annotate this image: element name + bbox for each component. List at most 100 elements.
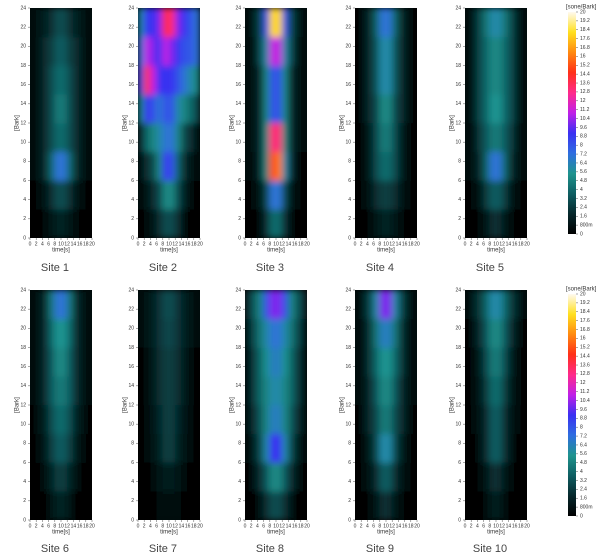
- heatmap-cell: [398, 151, 405, 181]
- heatmap-cell: [156, 433, 164, 463]
- y-tick-label: 12: [235, 120, 241, 126]
- panel: 0 2 4 6 8 10 12 14 16 18 20024681012141618202224ti…: [123, 5, 203, 274]
- heatmap-cell: [465, 490, 472, 520]
- heatmap-cell: [48, 318, 56, 348]
- heatmap-cell: [501, 404, 509, 435]
- heatmap-cell: [495, 208, 503, 238]
- heatmap-cell: [60, 290, 68, 320]
- heatmap-cell: [168, 208, 176, 238]
- heatmap-cell: [60, 180, 68, 210]
- heatmap-cell: [257, 404, 264, 435]
- heatmap-cell: [168, 93, 176, 124]
- heatmap-cell: [85, 462, 92, 492]
- heatmap-cell: [168, 490, 176, 520]
- heatmap-cell: [501, 180, 509, 210]
- heatmap-cell: [85, 375, 92, 406]
- panel: 0 2 4 6 8 10 12 14 16 18 20024681012141618202224ti…: [230, 287, 310, 555]
- heatmap-cell: [300, 151, 307, 181]
- heatmap-cell: [150, 290, 157, 320]
- heatmap-cell: [489, 404, 497, 435]
- heatmap-cell: [367, 208, 374, 238]
- heatmap-cell: [360, 347, 368, 377]
- y-tick-label: 24: [128, 287, 134, 293]
- heatmap-cell: [501, 290, 509, 320]
- heatmap-cell: [66, 490, 74, 520]
- heatmap-cell: [501, 375, 509, 406]
- x-tick-label: 6: [47, 523, 50, 529]
- heatmap: [30, 290, 92, 520]
- heatmap-cell: [187, 375, 195, 406]
- colorbar-tick-label: 14.4: [580, 71, 590, 77]
- heatmap-cell: [162, 65, 170, 95]
- heatmap-cell: [257, 462, 264, 492]
- y-tick-label: 4: [458, 479, 461, 485]
- y-tick-label: 6: [458, 460, 461, 466]
- heatmap-cell: [79, 347, 87, 377]
- heatmap-cell: [391, 290, 399, 320]
- y-tick-label: 16: [128, 82, 134, 88]
- panel-title: Site 7: [149, 543, 177, 555]
- y-tick-label: 12: [455, 402, 461, 408]
- heatmap-cell: [355, 8, 362, 38]
- heatmap: [465, 290, 527, 520]
- panel: 0 2 4 6 8 10 12 14 16 18 20024681012141618202224ti…: [450, 5, 530, 274]
- x-tick-label: 14: [71, 241, 77, 247]
- heatmap-cell: [79, 462, 87, 492]
- heatmap-cell: [143, 347, 151, 377]
- colorbar-tick-label: 18.4: [580, 27, 590, 33]
- heatmap-cell: [66, 404, 74, 435]
- y-tick-label: 8: [348, 441, 351, 447]
- heatmap-cell: [250, 433, 258, 463]
- heatmap-cell: [150, 8, 157, 38]
- heatmap-cell: [168, 404, 176, 435]
- heatmap-cell: [514, 36, 522, 66]
- heatmap-cell: [187, 404, 195, 435]
- heatmap-cell: [181, 151, 188, 181]
- heatmap-cell: [385, 347, 393, 377]
- heatmap-cell: [275, 318, 283, 348]
- heatmap-cell: [373, 375, 381, 406]
- heatmap-cell: [483, 490, 491, 520]
- heatmap-cell: [360, 490, 368, 520]
- heatmap-cell: [391, 375, 399, 406]
- colorbar-tick-label: 0: [580, 513, 583, 519]
- x-tick-label: 14: [286, 241, 292, 247]
- x-tick-label: 20: [197, 523, 203, 529]
- x-tick-label: 10: [166, 241, 172, 247]
- heatmap-cell: [73, 375, 80, 406]
- colorbar-tick-label: 9.6: [580, 407, 587, 413]
- y-tick-label: 24: [455, 5, 461, 11]
- colorbar-tick-label: 4: [580, 187, 583, 193]
- heatmap-cell: [477, 490, 484, 520]
- heatmap-cell: [187, 8, 195, 38]
- colorbar-tick-label: 2.4: [580, 205, 587, 211]
- heatmap-cell: [501, 433, 509, 463]
- colorbar-tick-label: 7.2: [580, 433, 587, 439]
- heatmap-cell: [174, 490, 182, 520]
- heatmap-cell: [410, 180, 417, 210]
- heatmap-cell: [391, 433, 399, 463]
- heatmap-cell: [174, 93, 182, 124]
- heatmap-cell: [477, 93, 484, 124]
- heatmap-cell: [60, 65, 68, 95]
- y-tick-label: 14: [128, 101, 134, 107]
- heatmap-cell: [42, 122, 49, 153]
- heatmap-cell: [508, 65, 515, 95]
- heatmap-cell: [398, 404, 405, 435]
- y-tick-label: 10: [345, 139, 351, 145]
- heatmap-cell: [360, 208, 368, 238]
- heatmap-cell: [495, 122, 503, 153]
- heatmap-cell: [193, 404, 200, 435]
- heatmap-cell: [138, 65, 145, 95]
- x-tick-label: 12: [64, 523, 70, 529]
- x-tick-label: 4: [41, 241, 44, 247]
- colorbar-tick-label: 0: [580, 231, 583, 237]
- y-tick-label: 12: [20, 402, 26, 408]
- heatmap-cell: [54, 404, 62, 435]
- heatmap-cell: [60, 151, 68, 181]
- heatmap: [138, 8, 200, 238]
- x-tick-label: 18: [408, 241, 414, 247]
- y-tick-label: 2: [23, 216, 26, 222]
- heatmap-cell: [138, 347, 145, 377]
